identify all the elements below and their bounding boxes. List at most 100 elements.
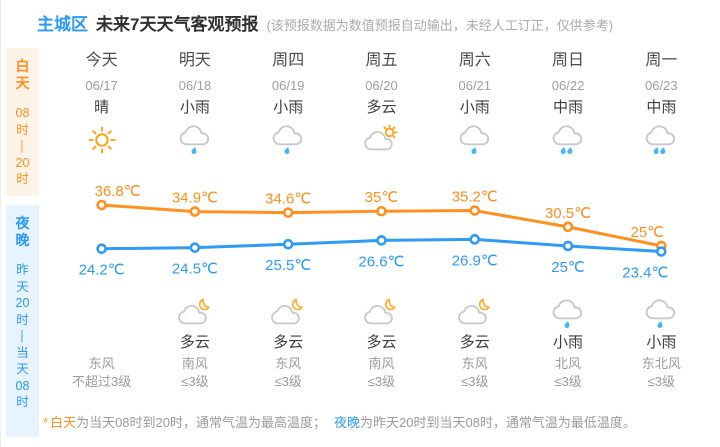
day-date: 06/18 xyxy=(178,78,212,93)
day-condition: 小雨 xyxy=(179,99,210,116)
footnote-night-text: 为昨天20时到当天08时，通常气温为最低温度。 xyxy=(360,415,636,430)
wind-level: ≤3级 xyxy=(554,374,582,389)
low-temp-point xyxy=(96,243,107,255)
high-temp-label: 34.9℃ xyxy=(172,190,218,207)
period-time-char: 08 xyxy=(15,106,30,120)
disclaimer-note: (该预报数据为数值预报自动输出，未经人工订正，仅供参考) xyxy=(266,18,614,33)
wind-level: ≤3级 xyxy=(461,374,489,389)
moderate-rain-icon xyxy=(521,120,614,160)
period-time-char: 时 xyxy=(16,395,29,409)
temperature-chart: 36.8℃ 34.9℃ 34.6℃ 35℃ 35.2℃ 30.5℃ 25℃ 24.2℃ 24.5… xyxy=(79,183,669,282)
page-title: 未来7天天气客观预报 xyxy=(96,15,259,34)
wind-direction: 东风 xyxy=(461,356,488,371)
period-time-char: — xyxy=(15,330,30,343)
high-temp-label: 25℃ xyxy=(631,224,665,241)
light-rain-icon xyxy=(242,120,335,160)
light-rain-icon xyxy=(428,120,521,160)
forecast-column: 周六 06/21 小雨 多云 东风 ≤3级 xyxy=(428,48,521,391)
high-temp-point xyxy=(189,206,201,217)
footnote-star: * xyxy=(43,415,49,430)
forecast-column: 明天 06/18 小雨多云南风 ≤3级 xyxy=(148,48,241,391)
cloudy-night-icon xyxy=(428,295,521,333)
low-temp-label: 24.2℃ xyxy=(79,262,125,279)
day-name: 今天 xyxy=(85,52,118,69)
high-temp-label: 35℃ xyxy=(365,189,399,206)
low-temp-point xyxy=(655,246,667,257)
low-temp-point xyxy=(469,234,481,245)
footnote-night-term: 夜晚 xyxy=(334,415,361,430)
period-time-char: 时 xyxy=(16,312,29,327)
cloudy-night-icon xyxy=(148,295,241,333)
high-temp-label: 35.2℃ xyxy=(452,189,498,206)
day-condition: 小雨 xyxy=(459,99,490,116)
forecast-column: 今天 06/17 晴东风 不超过3级 xyxy=(55,48,148,391)
day-date: 06/22 xyxy=(551,78,585,93)
night-period-strip: 夜晚昨天 20 时 — 当天 08 时 xyxy=(6,205,39,437)
day-condition: 小雨 xyxy=(273,99,304,116)
period-label-char: 天 xyxy=(15,75,30,91)
night-condition: 小雨 xyxy=(646,334,677,351)
night-condition: 多云 xyxy=(179,334,210,351)
period-label-char: 夜 xyxy=(15,215,30,231)
night-condition: 多云 xyxy=(366,334,397,351)
low-temp-label: 25.5℃ xyxy=(265,257,311,274)
day-condition: 多云 xyxy=(366,99,397,116)
low-temp-label: 24.5℃ xyxy=(172,261,218,278)
day-name: 周五 xyxy=(365,52,398,69)
low-temp-label: 26.6℃ xyxy=(358,253,404,270)
sunny-icon xyxy=(55,120,148,160)
period-time-char: 20 xyxy=(15,155,30,170)
daytime-period-strip: 白天 08 时 — 20 时 xyxy=(6,48,39,196)
day-name: 周日 xyxy=(552,52,585,69)
day-name: 周一 xyxy=(645,52,678,69)
wind-level: ≤3级 xyxy=(274,374,302,389)
period-time-char: 昨 xyxy=(16,263,29,277)
night-condition: 多云 xyxy=(459,334,490,351)
forecast-column: 周日 06/22 中雨 小雨 北风 ≤3级 xyxy=(521,48,614,391)
period-time-char: 时 xyxy=(16,172,29,186)
forecast-column: 周五 06/20 多云 多云 南风 ≤3级 xyxy=(335,48,428,391)
day-name: 明天 xyxy=(178,52,211,69)
day-date: 06/17 xyxy=(85,78,118,93)
period-label-char: 白 xyxy=(15,58,30,74)
forecast-column: 周四 06/19 小雨 多云 东风 ≤3级 xyxy=(242,48,335,391)
high-temp-point xyxy=(282,207,294,218)
wind-direction: 南风 xyxy=(181,356,208,371)
low-temp-label: 25℃ xyxy=(551,259,585,276)
period-time-char: — xyxy=(15,140,30,153)
high-temp-point xyxy=(96,199,107,211)
high-temp-point xyxy=(469,205,481,216)
header: 主城区 未来7天天气客观预报 (该预报数据为数值预报自动输出，未经人工订正，仅供… xyxy=(37,10,613,35)
footnote-day-text: 为当天08时到20时，通常气温为最高温度； xyxy=(76,415,326,430)
wind-level: ≤3级 xyxy=(181,374,209,389)
day-condition: 中雨 xyxy=(553,99,584,116)
wind-direction: 南风 xyxy=(368,356,395,371)
wind-direction: 东风 xyxy=(275,356,302,371)
wind-direction: 北风 xyxy=(555,356,582,371)
forecast-column: 周一 06/23 中雨 小雨 东北风 ≤3级 xyxy=(615,48,708,391)
day-condition: 中雨 xyxy=(646,99,677,116)
day-name: 周四 xyxy=(272,52,305,69)
light-rain-icon xyxy=(148,120,241,160)
day-date: 06/19 xyxy=(271,78,305,93)
wind-level: ≤3级 xyxy=(647,374,676,389)
light-rain-icon xyxy=(521,295,614,333)
day-condition: 晴 xyxy=(94,99,110,116)
wind-direction: 东北风 xyxy=(641,356,681,371)
day-date: 06/20 xyxy=(365,78,398,93)
day-name: 周六 xyxy=(458,52,491,69)
footnote: * 白天为当天08时到20时，通常气温为最高温度； 夜晚为昨天20时到当天08时，通… xyxy=(43,412,636,431)
low-temp-point xyxy=(376,235,387,246)
high-temp-point xyxy=(562,221,574,233)
high-temp-label: 36.8℃ xyxy=(95,183,141,200)
period-label-char: 晚 xyxy=(15,232,30,248)
footnote-day-term: 白天 xyxy=(50,415,77,430)
low-temp-label: 26.9℃ xyxy=(452,252,498,269)
wind-direction: 东风 xyxy=(88,356,115,371)
region-name: 主城区 xyxy=(37,15,88,34)
period-time-char: 天 xyxy=(16,362,29,376)
night-condition xyxy=(55,333,148,355)
period-time-char: 20 xyxy=(15,296,30,310)
low-temp-point xyxy=(562,240,574,252)
